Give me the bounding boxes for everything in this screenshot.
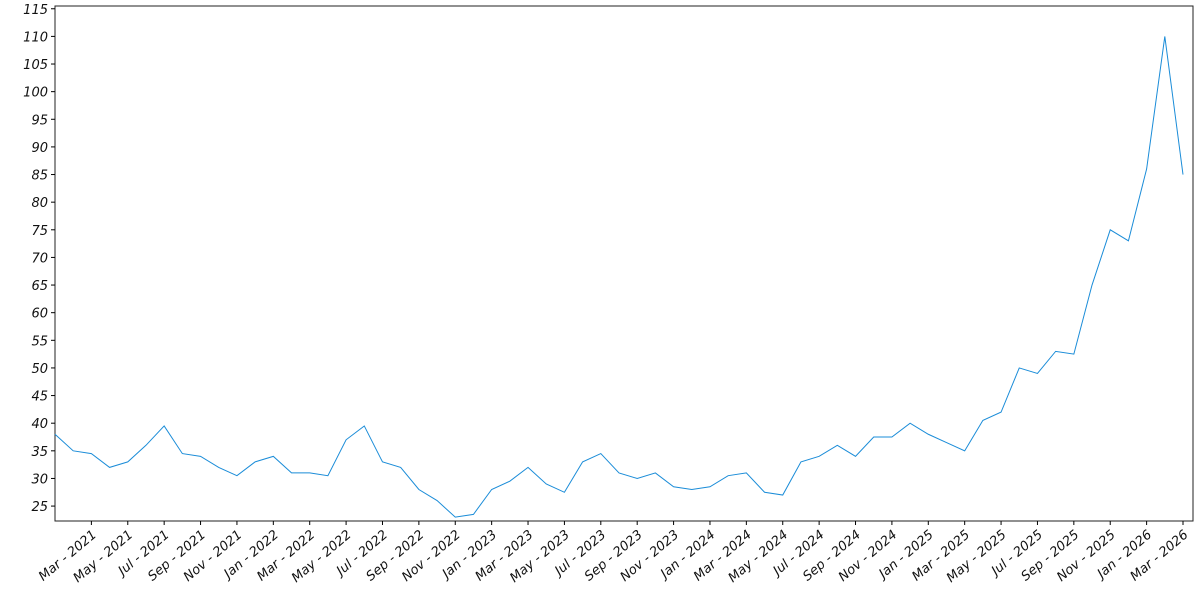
y-tick-label: 75 [31, 224, 48, 239]
y-tick-label: 110 [23, 30, 48, 45]
y-tick-label: 45 [31, 390, 48, 405]
y-tick-label: 55 [31, 334, 48, 349]
y-tick-label: 50 [31, 362, 48, 377]
y-tick-label: 95 [31, 113, 48, 128]
y-tick-label: 35 [31, 445, 48, 460]
y-tick-label: 80 [31, 196, 48, 211]
y-tick-label: 90 [31, 141, 48, 156]
y-tick-label: 65 [31, 279, 48, 294]
data-line [54, 36, 1184, 518]
y-tick-label: 85 [31, 169, 48, 184]
y-tick-label: 60 [31, 307, 48, 322]
y-tick-label: 25 [31, 500, 48, 515]
y-tick-label: 100 [23, 86, 48, 101]
plot-frame [54, 5, 1194, 522]
y-tick-label: 115 [23, 3, 48, 18]
y-tick-label: 70 [31, 251, 48, 266]
y-tick-label: 40 [31, 417, 48, 432]
y-tick-label: 30 [31, 472, 48, 487]
y-tick-label: 105 [23, 58, 48, 73]
